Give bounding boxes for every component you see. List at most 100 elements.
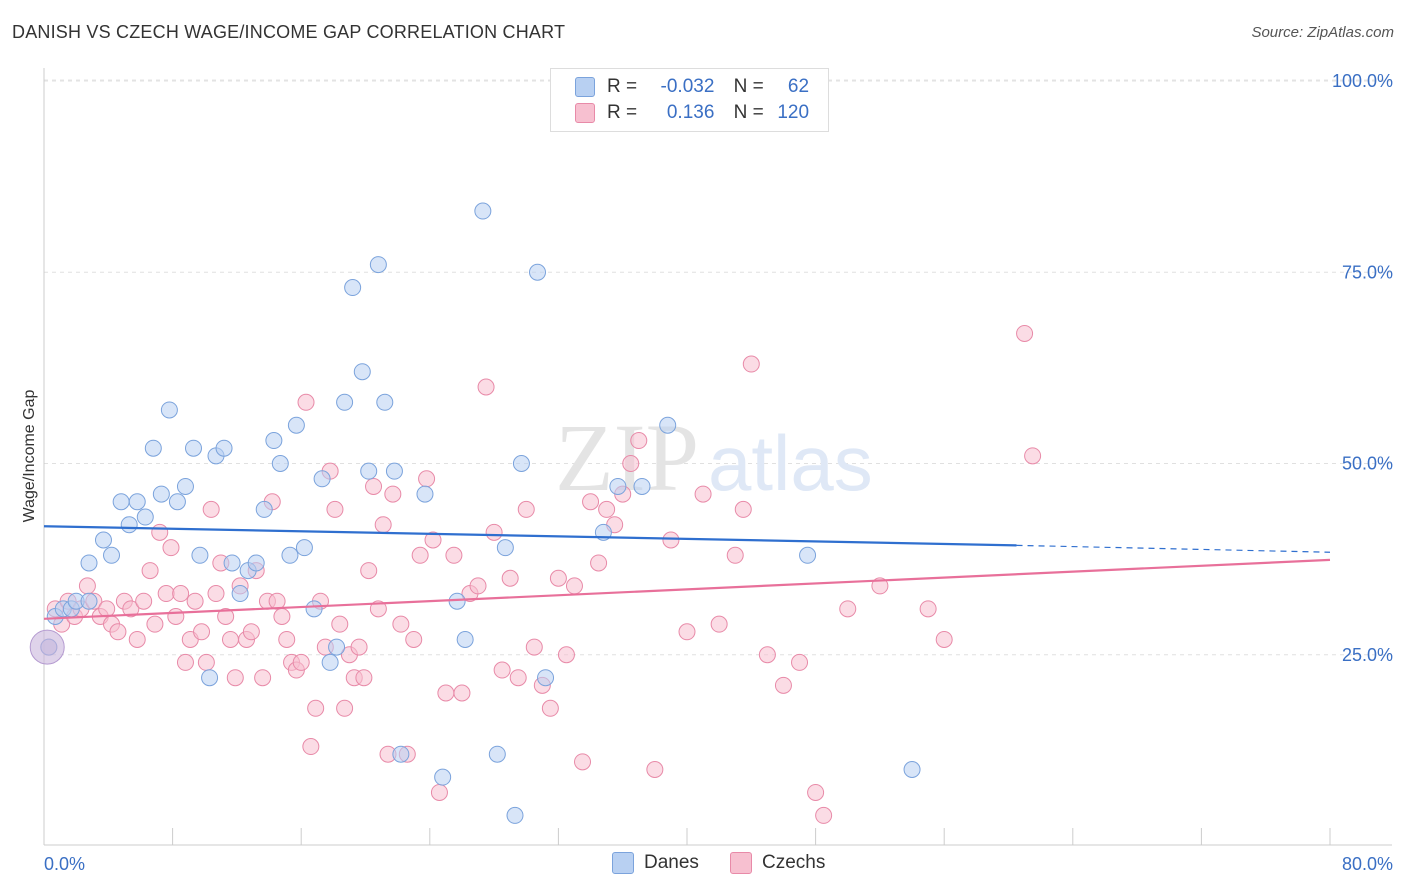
czechs-point [193, 623, 211, 641]
danes-point [295, 539, 313, 557]
czechs-point [98, 600, 116, 618]
czechs-point [122, 600, 140, 618]
danes-point [385, 462, 403, 480]
czechs-point [485, 523, 503, 541]
czechs-point [176, 653, 194, 671]
czechs-point [278, 630, 296, 648]
y-tick-label: 75.0% [1342, 262, 1393, 282]
czechs-point [292, 653, 310, 671]
czechs-point [109, 623, 127, 641]
danes-point [281, 546, 299, 564]
czechs-point [360, 562, 378, 580]
danes-point [506, 806, 524, 824]
czechs-point [839, 600, 857, 618]
czechs-point [302, 738, 320, 756]
danes-trend-extension [1016, 544, 1331, 553]
danes-point [80, 554, 98, 572]
source-credit: Source: ZipAtlas.com [1251, 24, 1394, 41]
danes-point [184, 439, 202, 457]
czechs-point [509, 669, 527, 687]
legend-label-danes: Danes [644, 852, 699, 874]
czechs-point [151, 523, 169, 541]
czechs-point [710, 615, 728, 633]
czechs-point [217, 608, 235, 625]
danes-point [313, 470, 331, 488]
czechs-point [1016, 324, 1034, 342]
cluster-point [29, 629, 65, 665]
danes-point [392, 745, 410, 763]
danes-point [136, 508, 154, 526]
danes-point [344, 279, 362, 297]
czechs-point [871, 577, 889, 595]
czechs-point [202, 500, 220, 518]
czechs-point [791, 653, 809, 671]
czechs-point [815, 806, 833, 824]
czechs-point [430, 783, 448, 801]
czechs-point [162, 539, 180, 557]
watermark: ZIP atlas [555, 404, 873, 511]
danes-point [512, 455, 530, 472]
czechs-point [919, 600, 937, 618]
danes-point [191, 546, 209, 564]
danes-swatch [575, 76, 595, 97]
czechs-point [598, 500, 616, 518]
czechs-point [424, 531, 442, 549]
danes-point [160, 401, 178, 419]
danes-point [376, 393, 394, 411]
czechs-swatch [575, 102, 595, 123]
danes-point [215, 439, 233, 457]
danes-point [265, 432, 283, 450]
y-axis-label: Wage/Income Gap [21, 390, 38, 523]
czechs-point [453, 684, 471, 702]
danes-point [496, 539, 514, 557]
czechs-point [517, 500, 535, 518]
czechs-point [630, 432, 648, 450]
czechs-point [355, 669, 373, 687]
czechs-point [501, 569, 519, 587]
czechs-point [477, 378, 495, 396]
czechs-point [1024, 447, 1042, 465]
czechs-point [141, 562, 159, 580]
danes-point [416, 485, 434, 503]
legend-item-danes[interactable]: Danes [612, 852, 699, 874]
czechs-point [678, 623, 696, 641]
legend-item-czechs[interactable]: Czechs [730, 852, 825, 874]
chart-title: DANISH VS CZECH WAGE/INCOME GAP CORRELAT… [12, 22, 566, 42]
danes-point [305, 600, 323, 618]
danes-point [103, 546, 121, 564]
czechs-point [758, 646, 776, 664]
danes-point [201, 669, 219, 687]
czechs-point [197, 653, 215, 671]
danes-point [231, 585, 249, 603]
czechs-point [254, 669, 272, 687]
czechs-point [146, 615, 164, 633]
n-value: 62 [787, 76, 810, 97]
danes-point [247, 554, 265, 572]
czechs-point [226, 669, 244, 687]
legend-label-czechs: Czechs [762, 852, 826, 874]
danes-point [434, 768, 452, 786]
danes-point [633, 477, 651, 495]
czechs-point [242, 623, 260, 641]
danes-point [255, 500, 273, 518]
czechs-point [374, 516, 392, 534]
czechs-point [742, 355, 760, 373]
danes-point [456, 630, 474, 648]
czechs-point [774, 676, 792, 694]
n-value: 120 [777, 102, 810, 123]
danes-point [152, 485, 170, 503]
n-label: N = [733, 76, 764, 97]
danes-point [223, 554, 241, 572]
danes-point [112, 493, 130, 511]
czechs-point [336, 699, 354, 717]
watermark-atlas: atlas [708, 419, 873, 507]
danes-point [537, 669, 555, 687]
danes-point [474, 202, 492, 220]
danes-point [128, 493, 146, 511]
danes-point [168, 493, 186, 511]
czechs-point [186, 592, 204, 610]
czechs-point [646, 761, 664, 778]
danes-point [120, 516, 138, 534]
czechs-point [557, 646, 575, 664]
czechs-point [493, 661, 511, 679]
